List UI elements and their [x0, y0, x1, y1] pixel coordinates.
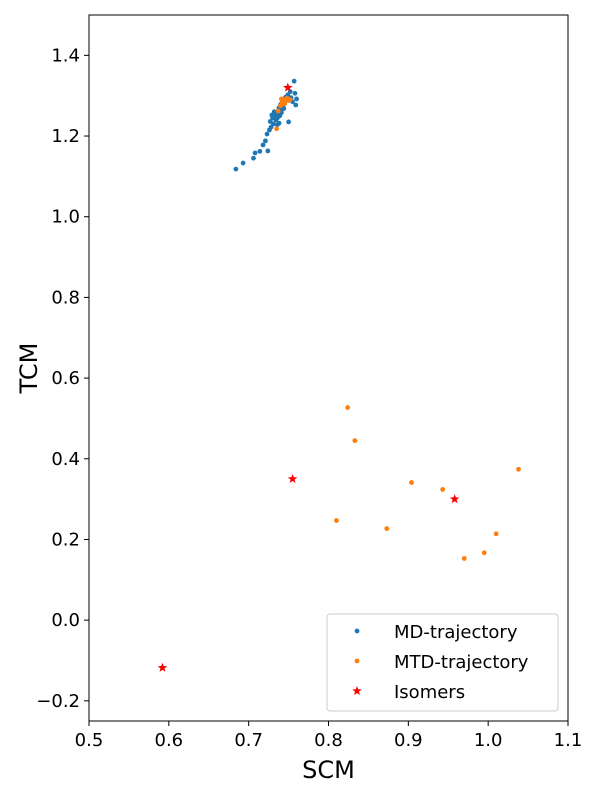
y-tick-label: 1.0 — [51, 207, 80, 228]
x-axis-title: SCM — [302, 756, 355, 784]
data-point — [384, 526, 390, 531]
y-tick-label: 0.0 — [51, 610, 80, 631]
data-point — [265, 148, 271, 154]
data-point — [263, 138, 268, 144]
data-point — [409, 480, 414, 485]
isomer-point — [283, 82, 293, 92]
series-mtd-trajectory — [274, 95, 521, 561]
data-points — [157, 78, 521, 672]
y-tick-label: −0.2 — [36, 691, 80, 712]
data-point — [293, 102, 299, 108]
data-point — [271, 109, 277, 115]
data-point — [461, 556, 467, 561]
data-point — [274, 126, 280, 132]
data-point — [251, 155, 256, 161]
legend-box — [326, 613, 559, 712]
data-point — [257, 148, 263, 154]
x-tick-label: 1.0 — [474, 730, 503, 751]
y-tick-label: 0.6 — [51, 368, 80, 389]
x-tick-label: 0.5 — [75, 730, 104, 751]
data-point — [291, 78, 297, 84]
data-point — [287, 97, 293, 103]
legend-label: Isomers — [394, 682, 465, 703]
isomer-point — [287, 473, 298, 483]
legend-marker — [354, 658, 360, 664]
data-point — [345, 405, 351, 410]
y-tick-label: 1.4 — [51, 45, 80, 66]
y-tick-label: 0.8 — [51, 287, 80, 308]
data-point — [286, 119, 291, 125]
data-point — [493, 531, 499, 537]
y-tick-label: 0.4 — [51, 449, 80, 470]
data-point — [281, 106, 287, 111]
isomer-point — [449, 494, 460, 504]
y-axis-title: TCM — [15, 343, 43, 395]
data-point — [271, 121, 276, 127]
x-tick-label: 0.9 — [394, 730, 423, 751]
data-point — [334, 518, 339, 523]
data-point — [275, 115, 280, 121]
data-point — [282, 101, 287, 107]
legend-item: MD-trajectory — [354, 622, 518, 643]
y-axis: −0.2 0.0 0.2 0.4 0.6 0.8 1.0 1.2 1.4 — [36, 45, 89, 712]
data-point — [260, 142, 266, 148]
x-tick-label: 0.6 — [155, 730, 184, 751]
x-axis: 0.5 0.6 0.7 0.8 0.9 1.0 1.1 — [75, 721, 583, 751]
x-tick-label: 0.8 — [314, 730, 343, 751]
series-isomers — [157, 82, 460, 672]
data-point — [352, 438, 358, 444]
data-point — [233, 166, 239, 172]
data-point — [276, 120, 282, 126]
legend-marker — [352, 686, 362, 696]
data-point — [292, 90, 298, 96]
legend-label: MTD-trajectory — [394, 652, 529, 673]
data-point — [275, 108, 281, 114]
legend-marker — [354, 628, 360, 634]
legend-label: MD-trajectory — [394, 622, 518, 643]
series-md-trajectory — [233, 78, 299, 172]
data-point — [240, 160, 246, 166]
isomer-point — [157, 662, 168, 672]
data-point — [264, 131, 270, 137]
y-tick-label: 1.2 — [51, 126, 80, 147]
data-point — [440, 487, 446, 492]
data-point — [481, 550, 487, 556]
data-point — [516, 466, 521, 472]
x-tick-label: 1.1 — [554, 730, 583, 751]
data-point — [278, 96, 284, 102]
y-tick-label: 0.2 — [51, 529, 80, 550]
data-point — [294, 96, 299, 102]
data-point — [252, 150, 258, 156]
legend: MD-trajectory MTD-trajectory Isomers — [326, 613, 559, 712]
x-tick-label: 0.7 — [234, 730, 263, 751]
legend-item: MTD-trajectory — [354, 652, 529, 673]
legend-item: Isomers — [352, 682, 465, 703]
